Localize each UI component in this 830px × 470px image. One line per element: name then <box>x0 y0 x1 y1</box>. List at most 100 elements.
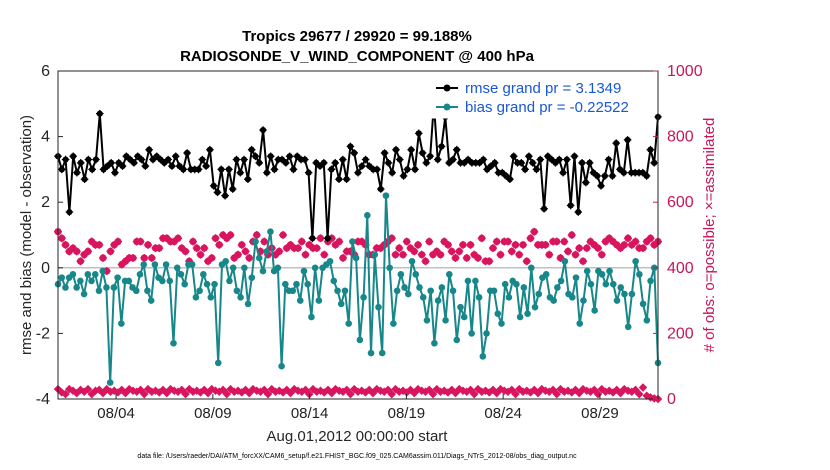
bias-point <box>162 261 170 268</box>
rmse-point-cross <box>498 168 507 177</box>
bias-point <box>207 294 215 301</box>
rmse-point-cross <box>152 152 161 161</box>
rmse-point-cross <box>198 155 207 164</box>
bias-point <box>147 297 155 304</box>
rmse-point-cross <box>111 168 119 177</box>
rmse-point-cross <box>217 165 226 174</box>
y-axis-right-label: # of obs: o=possible; ×=assimilated <box>701 118 718 353</box>
rmse-point-cross <box>490 159 499 167</box>
rmse-point-cross <box>414 129 423 138</box>
rmse-point-cross <box>388 168 396 177</box>
y-axis-left-label: rmse and bias (model - observation) <box>18 115 35 355</box>
rmse-point-cross <box>483 165 491 174</box>
bias-point <box>159 277 166 285</box>
bias-point <box>58 274 66 281</box>
bias-point <box>114 274 121 281</box>
bias-point <box>173 264 181 272</box>
rmse-point-cross <box>620 168 628 177</box>
rmse-point-cross <box>221 191 229 200</box>
bias-point <box>95 287 103 295</box>
obs-possible-cross <box>414 240 422 249</box>
obs-possible-cross <box>395 244 404 253</box>
bias-point <box>412 271 420 278</box>
rmse-point-cross <box>171 152 180 161</box>
obs-possible-cross <box>477 234 486 243</box>
bias-point <box>490 287 498 295</box>
bias-point <box>241 264 248 272</box>
obs-possible-cross <box>564 247 572 256</box>
obs-possible-cross <box>95 240 104 249</box>
rmse-point-cross <box>604 155 613 164</box>
bias-point <box>639 300 647 308</box>
obs-possible-cross <box>575 244 584 253</box>
bias-point <box>647 277 654 285</box>
rmse-point-cross <box>403 165 412 174</box>
obs-possible-cross <box>594 244 602 253</box>
obs-possible-cross <box>99 253 107 262</box>
legend-box <box>429 75 655 119</box>
rmse-point-cross <box>301 155 309 164</box>
bias-point <box>557 277 565 285</box>
bias-point <box>300 267 308 275</box>
obs-assimilated-point <box>140 389 149 399</box>
bias-point <box>434 297 442 304</box>
bias-point <box>453 336 461 344</box>
bias-point <box>308 313 315 321</box>
bias-point <box>516 313 524 321</box>
bias-point <box>326 257 334 265</box>
bias-point <box>393 287 401 295</box>
bias-point <box>352 254 360 262</box>
rmse-point-cross <box>475 159 484 167</box>
rmse-point-cross <box>547 155 556 164</box>
x-tick-label: 08/09 <box>194 405 232 422</box>
rmse-point-cross <box>206 145 214 154</box>
obs-possible-cross <box>545 250 554 259</box>
bias-point <box>188 261 196 268</box>
obs-possible-cross <box>106 247 115 256</box>
x-tick-label: 08/19 <box>388 405 426 422</box>
obs-possible-cross <box>181 247 190 256</box>
rmse-point-cross <box>570 152 579 161</box>
bias-point <box>289 287 297 295</box>
rmse-point-cross <box>445 159 453 167</box>
obs-possible-cross <box>646 234 655 243</box>
bias-point <box>364 212 371 219</box>
rmse-point-cross <box>137 155 146 164</box>
bias-point <box>535 290 543 298</box>
obs-possible-cross <box>114 237 122 246</box>
rmse-point-cross <box>566 201 575 210</box>
obs-assimilated-point <box>61 389 70 399</box>
bias-point <box>505 294 513 301</box>
rmse-point-cross <box>225 165 233 174</box>
bias-point <box>624 323 632 331</box>
obs-assimilated-point <box>635 389 644 399</box>
bias-point <box>99 267 107 275</box>
bias-point <box>166 277 174 285</box>
rmse-point-cross <box>449 155 457 164</box>
rmse-point-cross <box>240 155 248 164</box>
rmse-point-cross <box>323 234 332 243</box>
rmse-point-cross <box>84 155 93 164</box>
rmse-point-cross <box>411 165 419 174</box>
obs-possible-cross <box>189 237 197 246</box>
y-right-tick-label: 800 <box>667 129 694 146</box>
bias-point <box>621 290 628 298</box>
obs-possible-cross <box>504 237 512 246</box>
bias-point <box>136 271 144 278</box>
bias-point <box>177 271 185 278</box>
bias-point <box>360 294 367 301</box>
bias-point <box>237 294 244 301</box>
rmse-point-cross <box>642 172 651 180</box>
bias-point <box>263 248 270 255</box>
bias-point <box>125 277 133 285</box>
obs-possible-cross <box>129 253 137 262</box>
rmse-point-cross <box>597 182 605 190</box>
y-right-tick-label: 600 <box>667 194 694 211</box>
rmse-point-cross <box>57 165 66 174</box>
rmse-point-cross <box>164 155 172 164</box>
rmse-point-cross <box>616 165 624 174</box>
rmse-point-cross <box>502 172 510 180</box>
obs-assimilated-point <box>222 389 231 399</box>
rmse-point-cross <box>232 155 241 164</box>
